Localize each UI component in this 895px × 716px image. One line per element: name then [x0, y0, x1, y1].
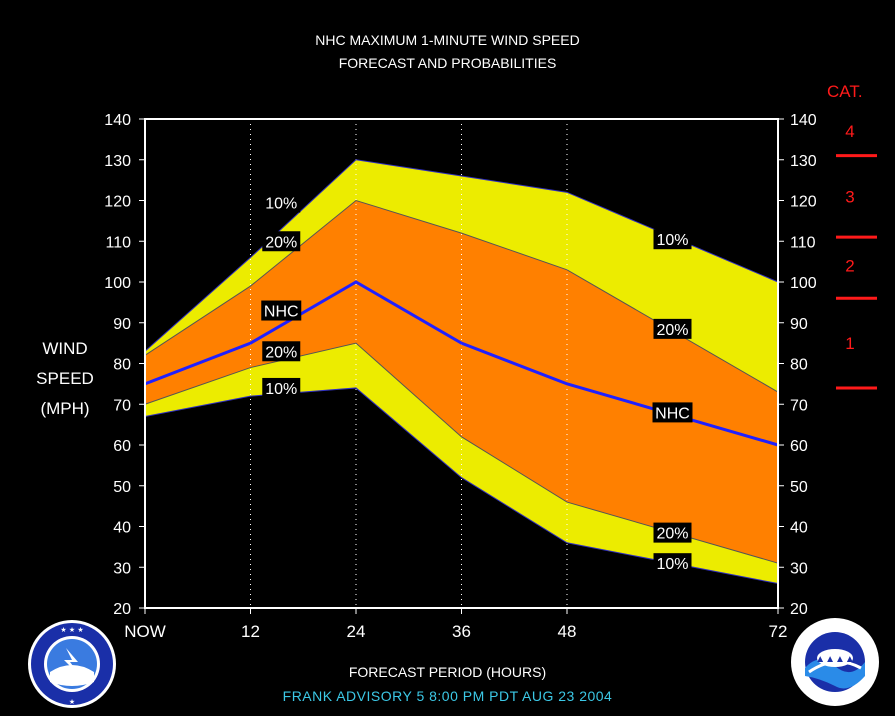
- series-label-box: [261, 300, 302, 321]
- category-label: 2: [845, 257, 854, 276]
- y-tick-label-right: 40: [790, 520, 808, 537]
- chart-title: NHC MAXIMUM 1-MINUTE WIND SPEED: [315, 32, 580, 48]
- y-tick-label-right: 20: [790, 601, 808, 618]
- category-label: 4: [845, 122, 854, 141]
- band-20-percent: [145, 200, 778, 564]
- series-label: 20%: [656, 526, 688, 543]
- svg-text:★: ★: [69, 698, 75, 706]
- series-label: 20%: [265, 234, 297, 251]
- nws-logo: ★ ★ ★ ★: [28, 620, 116, 708]
- y-tick-label-right: 80: [790, 357, 808, 374]
- category-label: 1: [845, 334, 854, 353]
- y-tick-label-right: 130: [790, 153, 817, 170]
- y-axis-label-line3: (MPH): [40, 399, 90, 418]
- y-tick-label-left: 80: [113, 357, 131, 374]
- category-title: CAT.: [827, 82, 863, 101]
- series-label: NHC: [655, 405, 690, 422]
- series-label-box: [653, 553, 692, 574]
- advisory-info: FRANK ADVISORY 5 8:00 PM PDT AUG 23 2004: [282, 688, 613, 704]
- y-tick-label-left: 50: [113, 479, 131, 496]
- y-tick-label-left: 130: [104, 153, 131, 170]
- y-axis-label-line1: WIND: [42, 339, 88, 358]
- y-tick-label-left: 90: [113, 316, 131, 333]
- y-tick-label-left: 120: [104, 194, 131, 211]
- y-tick-label-left: 110: [105, 234, 131, 251]
- series-label: 10%: [265, 381, 297, 398]
- series-label: 10%: [265, 196, 297, 213]
- x-tick-label: 12: [241, 622, 260, 641]
- y-tick-label-left: 100: [104, 275, 131, 292]
- y-tick-label-right: 90: [790, 316, 808, 333]
- x-tick-label: 48: [558, 622, 577, 641]
- x-tick-label: 72: [769, 622, 788, 641]
- x-tick-label: 36: [452, 622, 471, 641]
- svg-text:★ ★ ★: ★ ★ ★: [60, 626, 83, 634]
- y-tick-label-left: 140: [104, 112, 131, 129]
- series-label-box: [652, 402, 693, 423]
- upper-20-edge: [144, 199, 779, 393]
- series-label: NHC: [264, 304, 299, 321]
- nhc-forecast-line: [144, 280, 779, 447]
- y-tick-label-right: 140: [790, 112, 817, 129]
- lower-20-edge: [144, 342, 779, 564]
- y-tick-label-left: 40: [113, 520, 131, 537]
- y-tick-label-right: 30: [790, 560, 808, 577]
- y-tick-label-right: 50: [790, 479, 808, 496]
- svg-text:▲▲▲▲: ▲▲▲▲: [815, 654, 855, 665]
- upper-10-edge: [144, 159, 779, 352]
- y-axis-label-line2: SPEED: [36, 369, 94, 388]
- series-label: 10%: [656, 232, 688, 249]
- x-tick-label: 24: [347, 622, 366, 641]
- series-label-box: [262, 192, 301, 213]
- y-tick-label-right: 120: [790, 194, 817, 211]
- series-label-box: [653, 522, 692, 543]
- y-tick-label-right: 60: [790, 438, 808, 455]
- y-tick-label-right: 70: [790, 397, 808, 414]
- x-axis-label: FORECAST PERIOD (HOURS): [348, 664, 547, 680]
- y-tick-label-left: 70: [113, 397, 131, 414]
- y-tick-label-left: 30: [113, 560, 131, 577]
- series-label: 20%: [265, 344, 297, 361]
- category-label: 3: [845, 187, 854, 206]
- chart-subtitle: FORECAST AND PROBABILITIES: [338, 55, 557, 71]
- noaa-logo: ▲▲▲▲: [791, 618, 879, 706]
- series-label-box: [262, 377, 301, 398]
- series-label-box: [653, 229, 692, 250]
- lower-10-edge: [144, 387, 779, 585]
- y-tick-label-left: 20: [113, 601, 131, 618]
- series-label-box: [653, 318, 692, 339]
- x-tick-label: NOW: [124, 622, 166, 641]
- series-label-box: [262, 231, 301, 252]
- y-tick-label-left: 60: [113, 438, 131, 455]
- y-tick-label-right: 100: [790, 275, 817, 292]
- series-label-box: [262, 341, 301, 362]
- series-label: 20%: [656, 322, 688, 339]
- y-tick-label-right: 110: [790, 234, 816, 251]
- series-label: 10%: [656, 556, 688, 573]
